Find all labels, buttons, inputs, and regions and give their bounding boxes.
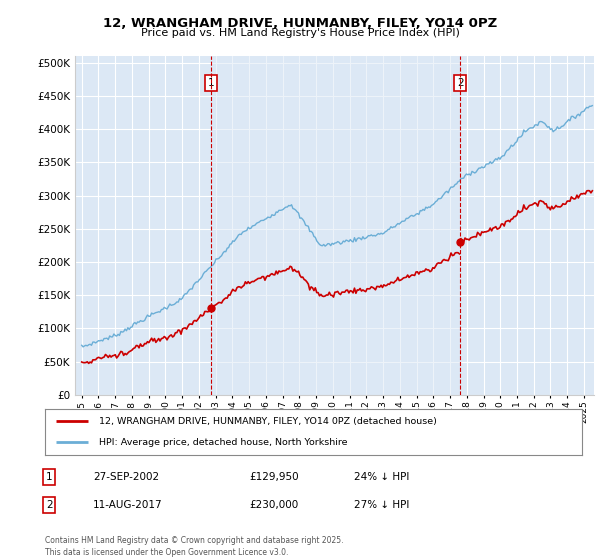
Text: 1: 1 (46, 472, 53, 482)
Text: 11-AUG-2017: 11-AUG-2017 (93, 500, 163, 510)
Text: £230,000: £230,000 (249, 500, 298, 510)
Text: 27-SEP-2002: 27-SEP-2002 (93, 472, 159, 482)
Bar (211, 56, 460, 395)
Text: Price paid vs. HM Land Registry's House Price Index (HPI): Price paid vs. HM Land Registry's House … (140, 28, 460, 38)
Text: 27% ↓ HPI: 27% ↓ HPI (354, 500, 409, 510)
Text: 2: 2 (46, 500, 53, 510)
Text: 24% ↓ HPI: 24% ↓ HPI (354, 472, 409, 482)
Text: £129,950: £129,950 (249, 472, 299, 482)
Text: HPI: Average price, detached house, North Yorkshire: HPI: Average price, detached house, Nort… (98, 438, 347, 447)
Text: 2: 2 (457, 78, 464, 88)
Text: 12, WRANGHAM DRIVE, HUNMANBY, FILEY, YO14 0PZ: 12, WRANGHAM DRIVE, HUNMANBY, FILEY, YO1… (103, 17, 497, 30)
Text: Contains HM Land Registry data © Crown copyright and database right 2025.
This d: Contains HM Land Registry data © Crown c… (45, 536, 343, 557)
Text: 1: 1 (208, 78, 215, 88)
Text: 12, WRANGHAM DRIVE, HUNMANBY, FILEY, YO14 0PZ (detached house): 12, WRANGHAM DRIVE, HUNMANBY, FILEY, YO1… (98, 417, 437, 426)
